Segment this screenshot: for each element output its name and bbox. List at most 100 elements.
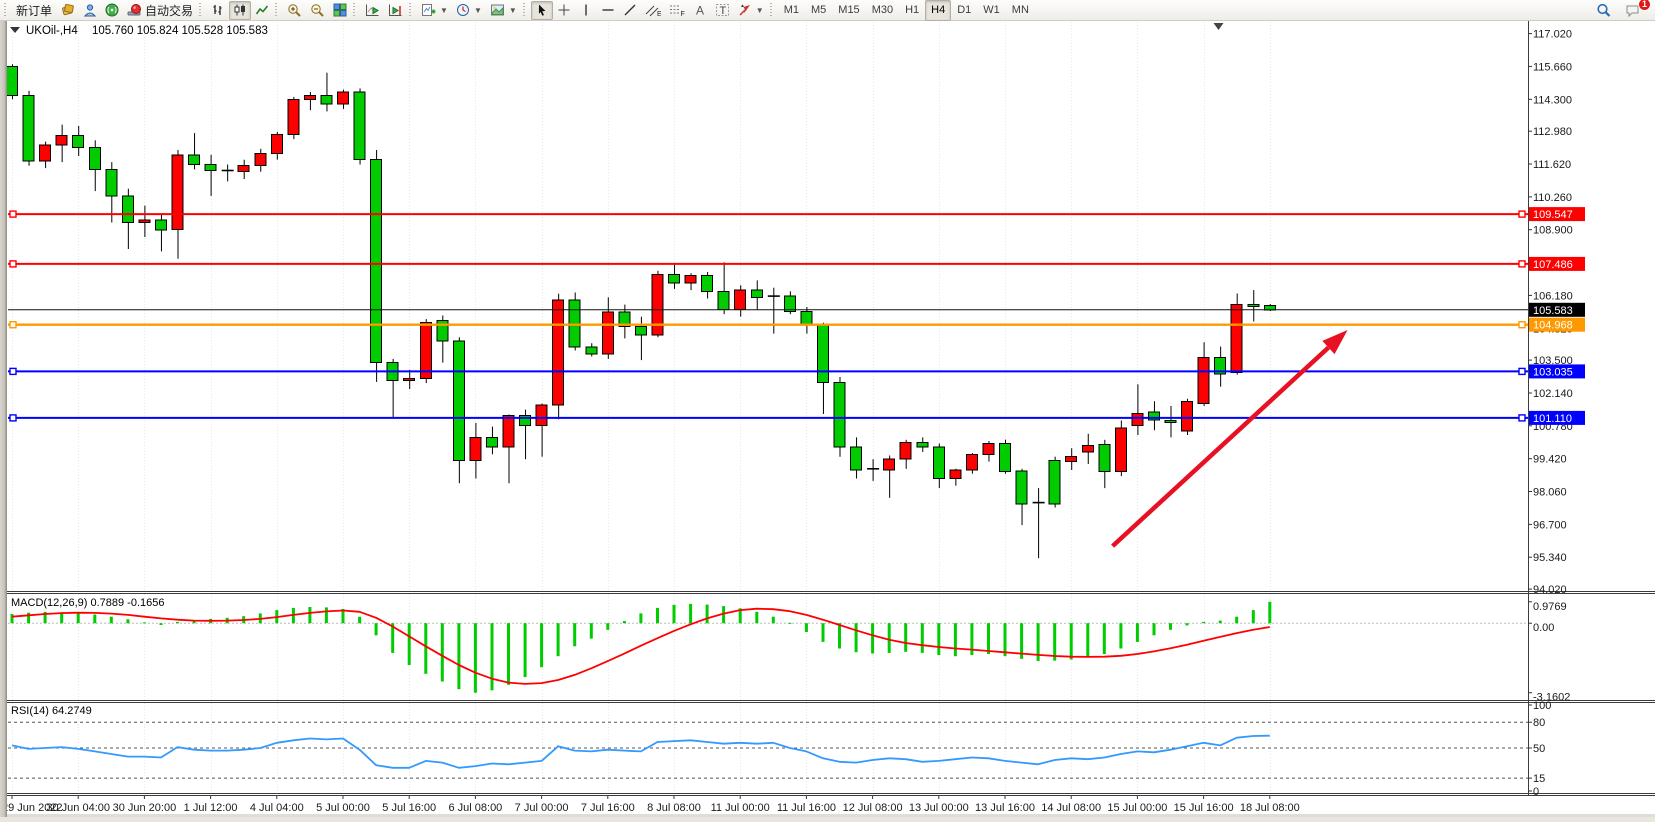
macd-bar [970,623,974,656]
search-button[interactable] [1592,1,1615,20]
svg-text:-3.1602: -3.1602 [1533,692,1570,704]
svg-text:108.900: 108.900 [1533,225,1573,237]
toolbar-grip [275,2,281,18]
chart-shift-marker[interactable] [1213,23,1224,30]
fibonacci-button[interactable]: F [665,1,689,20]
line-handle[interactable] [9,321,17,329]
new-chart-dropdown-caret[interactable]: ▼ [440,5,448,15]
macd-bar [1086,623,1090,658]
line-handle[interactable] [9,210,17,218]
timeframe-M5-button[interactable]: M5 [811,4,827,16]
svg-text:14 Jul 08:00: 14 Jul 08:00 [1041,802,1101,814]
new-order-button[interactable]: 新订单 [12,1,56,20]
macd-bar [1135,623,1139,642]
timeframe-M15-button[interactable]: M15 [838,4,860,16]
macd-bar [1036,623,1040,661]
svg-text:6 Jul 08:00: 6 Jul 08:00 [448,802,502,814]
one-click-trading-toggle[interactable] [10,27,20,33]
candle [1114,420,1127,477]
candle [55,124,68,163]
candle [1164,406,1177,438]
new-chart-button[interactable]: ▼ [417,1,452,20]
candle [899,439,912,469]
template-icon [490,3,505,17]
macd-bar [324,607,328,624]
svg-text:115.660: 115.660 [1533,61,1572,73]
macd-bar [556,623,560,657]
price-axis: 117.020 115.660 114.300 112.980 111.620 110.2… [1528,21,1585,798]
line-handle[interactable] [1518,260,1526,268]
trend-arrow[interactable] [1111,329,1348,548]
periods-dropdown-caret[interactable]: ▼ [473,5,482,15]
templates-button[interactable]: ▼ [486,1,521,20]
expert-advisors-button[interactable] [56,1,79,20]
vertical-line-button[interactable] [575,1,597,20]
candle [1247,290,1260,322]
svg-text:15: 15 [1533,773,1545,785]
macd-bar [93,614,97,624]
line-handle[interactable] [9,414,17,422]
candle [767,287,780,334]
trend-line-button[interactable] [619,1,641,20]
candle [1015,468,1028,526]
line-handle[interactable] [9,367,17,376]
svg-text:11 Jul 00:00: 11 Jul 00:00 [711,802,770,814]
line-handle[interactable] [1518,414,1526,422]
cursor-button[interactable] [530,0,553,20]
chart-shift-button[interactable] [384,1,407,20]
svg-text:104.968: 104.968 [1533,320,1573,332]
candle [138,205,151,237]
macd-bar [540,623,544,668]
timeframe-W1-button[interactable]: W1 [983,4,1000,16]
svg-text:112.980: 112.980 [1533,126,1572,138]
equidistant-channel-button[interactable]: E [641,1,665,20]
macd-bar [606,623,610,630]
svg-text:5 Jul 16:00: 5 Jul 16:00 [382,802,436,814]
line-handle[interactable] [1518,367,1526,376]
line-handle[interactable] [9,260,17,268]
macd-bar [755,611,759,624]
bars-icon [211,3,225,17]
svg-text:1 Jul 12:00: 1 Jul 12:00 [184,802,238,814]
macd-bar [43,611,47,624]
svg-text:100: 100 [1533,700,1551,712]
price-label: 103.035 [1529,364,1585,379]
tile-windows-button[interactable] [329,1,351,20]
svg-text:101.110: 101.110 [1533,413,1572,425]
auto-scroll-button[interactable] [361,1,384,20]
line-chart-button[interactable] [251,1,273,20]
timeframe-H1-button[interactable]: H1 [905,4,920,16]
macd-bar [1169,623,1172,630]
text-button[interactable]: A [689,1,711,20]
auto-trading-button[interactable]: 自动交易 [123,1,197,20]
candle [999,439,1011,474]
macd-bar [1202,621,1206,624]
candle [1214,346,1227,387]
templates-dropdown-caret[interactable]: ▼ [508,5,517,15]
candle [6,64,18,100]
macd-bar [804,623,808,632]
line-handle[interactable] [1518,210,1526,218]
candlestick-chart-button[interactable] [229,0,252,20]
notifications-button[interactable]: 1 [1621,0,1651,20]
zoom-in-button[interactable] [283,1,306,20]
timeframe-H4-button[interactable]: H4 [925,0,952,21]
text-label-button[interactable]: T [711,1,734,20]
timeframe-D1-button[interactable]: D1 [957,4,972,16]
crosshair-button[interactable] [553,1,575,20]
profile-button[interactable] [79,1,101,20]
signals-button[interactable] [101,1,123,20]
timeframe-M30-button[interactable]: M30 [871,4,894,16]
line-handle[interactable] [1518,321,1526,329]
newchart-icon [421,3,436,17]
timeframe-M1-button[interactable]: M1 [783,4,799,16]
timeframe-MN-button[interactable]: MN [1011,4,1029,16]
bar-chart-button[interactable] [207,1,229,20]
arrows-dropdown-caret[interactable]: ▼ [755,5,764,15]
zoom-out-button[interactable] [306,1,329,20]
horizontal-line-button[interactable] [597,1,619,20]
arrows-button[interactable]: ▼ [734,1,768,20]
candle [204,154,217,196]
periods-button[interactable]: ▼ [452,1,486,20]
svg-text:102.140: 102.140 [1533,388,1573,400]
